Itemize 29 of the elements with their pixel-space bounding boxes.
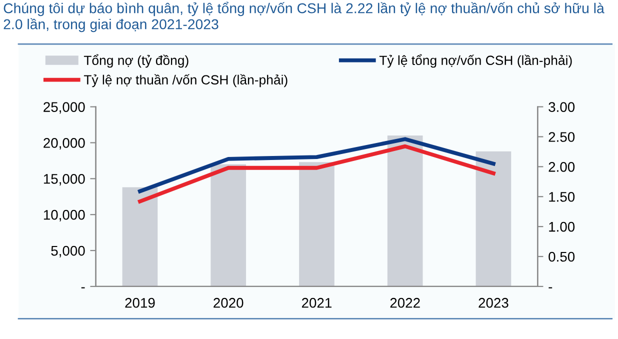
chart-title: Chúng tôi dự báo bình quân, tỷ lệ tổng nợ/vốn CSH là 2.22 lần tỷ lệ nợ thuần/vốn chủ sở hữu là 2.0 lần, trong giai đoạn 2021-2023 xyxy=(4,2,604,32)
x-tick-label: 2022 xyxy=(390,298,420,308)
bar xyxy=(476,151,512,286)
y2-tick-label: 0.50 xyxy=(548,252,575,262)
x-tick-label: 2023 xyxy=(478,298,508,308)
bar xyxy=(210,164,246,286)
legend-label: Tỷ lệ nợ thuần /vốn CSH (lần-phải) xyxy=(84,74,288,88)
x-tick-label: 2021 xyxy=(302,298,332,308)
legend-label: Tổng nợ (tỷ đồng) xyxy=(84,54,188,68)
y-tick-label: 10,000 xyxy=(44,210,85,222)
y-tick-label: 15,000 xyxy=(44,174,85,186)
y2-tick-label: 2.00 xyxy=(548,162,575,172)
line-series xyxy=(138,137,496,194)
bar xyxy=(387,136,423,286)
y-tick-label: 25,000 xyxy=(44,102,85,114)
bar xyxy=(299,162,334,286)
x-tick-label: 2020 xyxy=(214,298,244,308)
y2-tick-label: 1.50 xyxy=(549,192,575,202)
y2-tick-label: 1.00 xyxy=(549,222,575,232)
legend-label: Tỷ lệ tổng nợ/vốn CSH (lần-phải) xyxy=(379,54,572,68)
line-series xyxy=(138,144,496,204)
y2-tick-label: 3.00 xyxy=(548,102,575,112)
y-tick-label: 5,000 xyxy=(51,246,85,258)
y-tick-label: - xyxy=(81,287,85,288)
y2-tick-label: - xyxy=(548,287,552,288)
bar xyxy=(122,187,158,286)
y-tick-label: 20,000 xyxy=(44,138,85,150)
x-tick-label: 2019 xyxy=(125,298,155,308)
y2-tick-label: 2.50 xyxy=(548,132,575,142)
